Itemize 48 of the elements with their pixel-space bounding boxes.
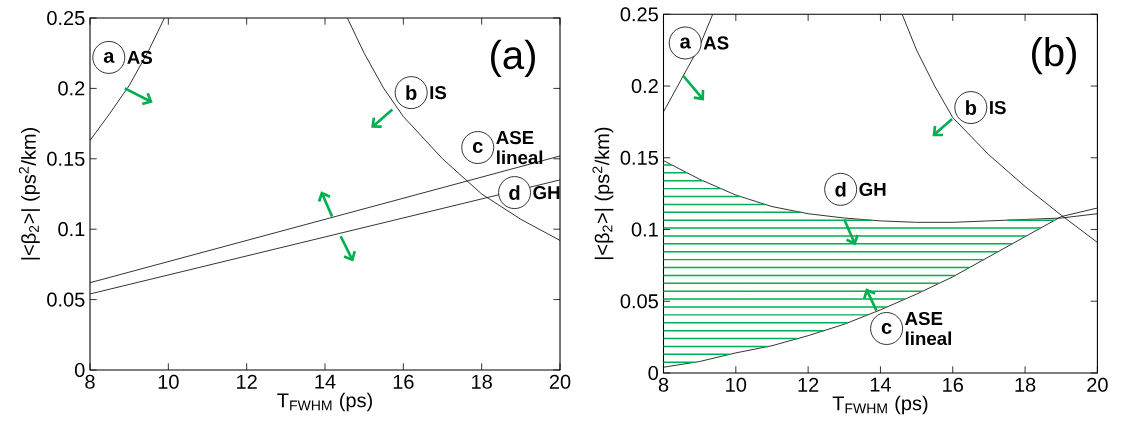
annotation: c xyxy=(881,323,892,334)
y-tick-label: 0.2 xyxy=(631,78,658,94)
annotation: IS xyxy=(990,100,1006,115)
y-axis-title: |<β$_{2}$>| (ps$^{2}$/km) xyxy=(18,128,40,260)
annotation: c xyxy=(472,142,483,153)
x-tick-label: 12 xyxy=(798,377,819,392)
annotation: IS xyxy=(430,85,447,100)
x-axis-title: T$_{FWHM}$ (ps) xyxy=(277,392,372,412)
y-tick-label: 0.15 xyxy=(47,151,85,166)
annotation: b xyxy=(406,85,417,100)
x-tick-label: 18 xyxy=(1015,377,1036,392)
y-axis-title: |<β$_{2}$>| (ps$^{2}$/km) xyxy=(592,127,614,260)
y-tick-label: 0.05 xyxy=(620,294,658,309)
x-tick-label: 18 xyxy=(472,374,492,389)
y-tick-label: 0.25 xyxy=(47,10,85,26)
annotation: d xyxy=(509,185,520,200)
y-tick-label: 0.2 xyxy=(58,81,85,96)
y-tick-label: 0.1 xyxy=(58,222,85,237)
x-tick-label: 10 xyxy=(726,377,747,392)
annotation: b xyxy=(966,100,977,115)
annotation: d xyxy=(835,181,846,197)
y-tick-label: 0.1 xyxy=(631,222,658,237)
annotation: ASE lineal xyxy=(905,311,951,346)
x-axis-title: T$_{FWHM}$ (ps) xyxy=(832,395,928,415)
x-tick-label: 20 xyxy=(1087,377,1108,392)
y-tick-label: 0.15 xyxy=(620,150,658,165)
annotation: AS xyxy=(127,50,153,65)
x-tick-label: 16 xyxy=(393,374,414,389)
x-tick-label: 10 xyxy=(158,374,179,389)
x-tick-label: 20 xyxy=(549,374,571,389)
y-tick-label: 0.25 xyxy=(620,7,658,22)
x-tick-label: 16 xyxy=(943,377,963,392)
annotation: ASE lineal xyxy=(496,130,543,165)
y-tick-label: 0 xyxy=(648,365,658,381)
annotation: GH xyxy=(533,185,560,200)
annotation: (a) xyxy=(491,39,535,78)
annotation: GH xyxy=(859,182,886,196)
x-tick-label: 8 xyxy=(85,374,95,389)
y-tick-label: 0.05 xyxy=(47,292,85,307)
x-tick-label: 8 xyxy=(658,377,669,392)
x-tick-label: 14 xyxy=(870,377,891,392)
annotation: (b) xyxy=(1032,36,1076,75)
y-tick-label: 0 xyxy=(74,362,85,378)
annotation: AS xyxy=(703,36,729,50)
annotation: a xyxy=(103,51,115,63)
x-tick-label: 12 xyxy=(237,374,257,389)
annotation: a xyxy=(680,37,691,49)
x-tick-label: 14 xyxy=(315,374,336,389)
